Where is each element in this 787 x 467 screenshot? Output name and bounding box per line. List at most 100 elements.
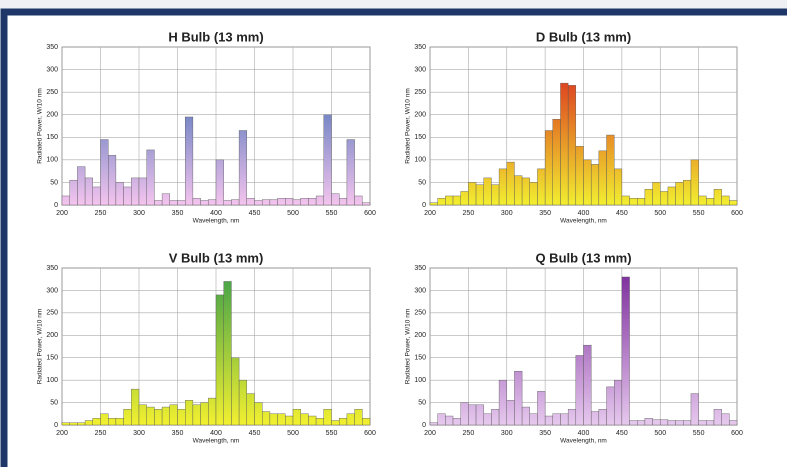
bar [292,199,301,206]
bar [277,198,286,206]
bar [514,370,523,426]
bar [346,413,355,426]
bar [460,402,469,426]
bar [468,404,477,426]
bar [629,198,638,206]
bar [84,420,93,426]
bar [146,149,155,206]
x-tick-label: 500 [287,430,299,437]
y-tick-label: 50 [418,179,426,186]
x-tick-label: 550 [326,210,338,217]
y-tick-label: 150 [414,355,426,362]
y-tick-label: 100 [46,157,58,164]
bar [491,409,500,426]
bar [184,400,194,426]
bar [339,198,348,206]
bar [362,202,371,206]
y-tick-label: 50 [418,399,426,406]
bar [460,191,469,206]
bar [339,418,348,426]
bar [575,146,584,206]
y-tick-label: 0 [422,202,426,209]
bar [614,379,623,426]
bar [131,177,140,206]
bar [560,413,569,426]
bar [238,130,248,206]
bar [107,155,117,206]
bar [169,200,178,206]
x-tick-label: 350 [539,210,551,217]
bar [529,413,538,426]
bar [575,355,584,426]
bar [614,168,623,206]
bar [583,344,592,426]
x-tick-label: 250 [95,210,107,217]
bar [544,130,553,206]
bar [475,184,484,206]
x-tick-label: 200 [56,210,68,217]
bar [292,409,301,426]
bar [590,411,600,426]
y-axis-label: Radiated Power, W/10 nm [405,88,412,164]
bar [429,202,438,206]
x-tick-label: 500 [654,210,666,217]
bar [514,175,523,206]
y-tick-label: 350 [414,44,426,51]
bar [660,419,669,426]
x-tick-label: 200 [56,430,68,437]
bar [690,393,699,426]
x-tick-label: 300 [501,210,513,217]
bar [77,166,86,206]
bar [84,177,93,206]
bar [269,413,278,426]
bar [483,177,492,206]
bar [262,199,271,206]
y-tick-label: 250 [46,310,58,317]
bar [429,422,438,426]
bar [308,198,317,206]
bar [644,418,653,426]
x-tick-label: 600 [364,210,376,217]
bar [184,116,194,206]
bar [177,200,186,206]
bar [675,420,684,426]
y-tick-label: 0 [54,422,58,429]
x-tick-label: 500 [287,210,299,217]
bar [521,406,530,426]
bar [621,195,630,206]
bar [100,413,109,426]
bar [621,276,630,426]
bar [675,182,684,206]
y-tick-label: 350 [414,265,426,272]
y-tick-label: 350 [46,265,58,272]
bar [177,409,186,426]
bar [331,193,340,206]
bar [713,188,722,206]
chart-title: Q Bulb (13 mm) [535,250,631,265]
x-tick-label: 350 [539,430,551,437]
bar [262,411,271,426]
bar [598,150,607,206]
bar [115,182,124,206]
bar [246,198,255,206]
bar [498,168,507,206]
bar [208,199,217,206]
x-tick-label: 200 [424,430,436,437]
bar [192,198,201,206]
x-tick-label: 500 [654,430,666,437]
bar [667,186,676,206]
y-tick-label: 50 [50,399,58,406]
bar [215,159,224,206]
bar [215,294,224,426]
bar [169,404,178,426]
bar [223,281,232,426]
x-tick-label: 350 [172,430,184,437]
y-axis-label: Radiated Power, W/10 nm [405,309,412,385]
y-tick-label: 0 [422,422,426,429]
x-tick-label: 200 [424,210,436,217]
bar [706,420,715,426]
bar [721,413,730,426]
x-tick-label: 600 [731,210,743,217]
bar [506,400,515,426]
bar [200,402,209,426]
